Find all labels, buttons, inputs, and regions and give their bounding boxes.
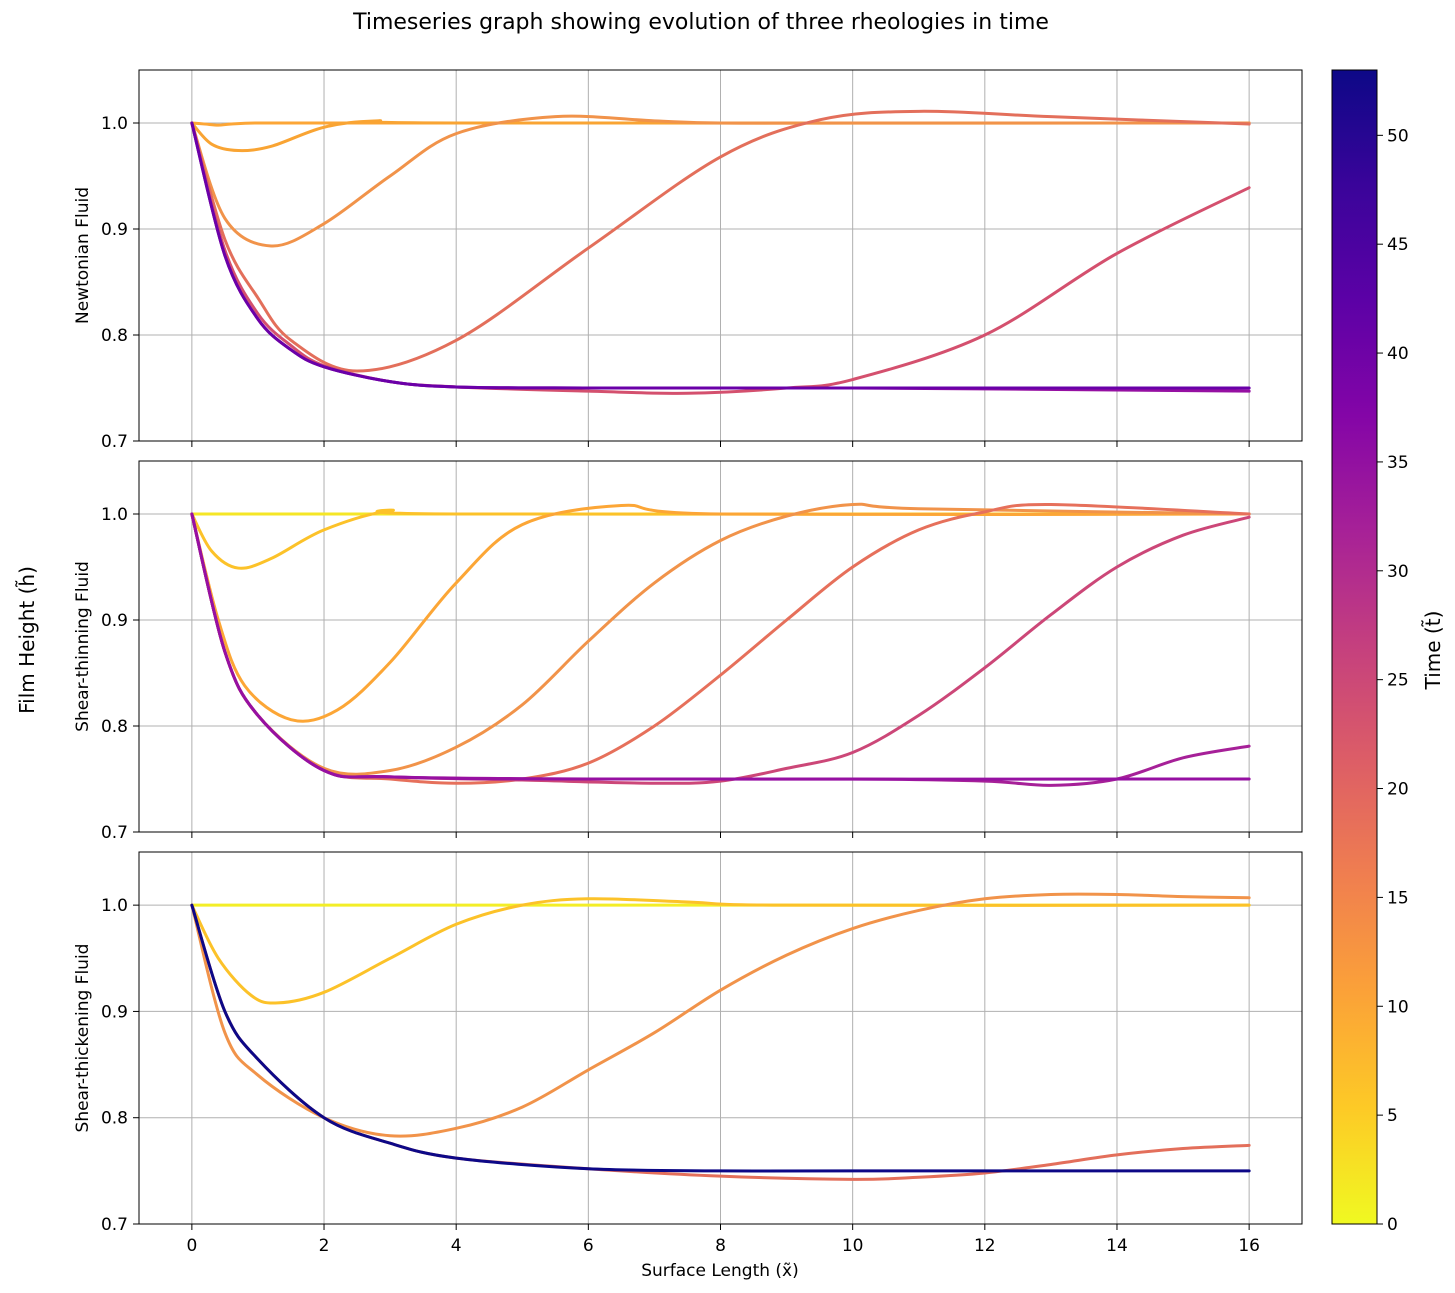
- colorbar-ticks: 0 5 10 15 20 25 30 35 40 45 50: [1377, 126, 1409, 1235]
- y-tick-label: 1.0: [101, 896, 128, 916]
- x-axis-label: Surface Length (x̃): [641, 1261, 799, 1281]
- colorbar-gradient: [1331, 69, 1378, 1225]
- y-tick-label: 0.9: [101, 220, 128, 240]
- colorbar-tick-label: 20: [1387, 780, 1409, 800]
- colorbar-label: Time (t̃): [1421, 611, 1445, 691]
- colorbar-tick-label: 25: [1387, 671, 1409, 691]
- shared-y-axis-label: Film Height (h̃): [15, 566, 39, 714]
- series-line-t9: [190, 503, 1251, 723]
- subplot-1: 0.7 0.8 0.9 1.0 Newtonian Fluid: [73, 69, 1303, 452]
- series-line-t38: [190, 512, 1251, 781]
- colorbar-tick-label: 45: [1387, 235, 1409, 255]
- x-tick-label: 12: [974, 1236, 996, 1256]
- subplot-2: 0.7 0.8 0.9 1.0 Shear-thinning Fluid: [73, 460, 1303, 843]
- series-line-t13: [190, 892, 1251, 1138]
- y-tick-label: 0.7: [101, 1215, 128, 1235]
- x-tick-label: 16: [1238, 1236, 1260, 1256]
- y-tick-label: 0.7: [101, 823, 128, 843]
- colorbar-tick-label: 5: [1387, 1106, 1398, 1126]
- x-tick-label: 14: [1106, 1236, 1128, 1256]
- panel-y-axis-label: Shear-thickening Fluid: [73, 944, 93, 1133]
- y-tick-label: 0.8: [101, 326, 128, 346]
- colorbar-tick-label: 0: [1387, 1215, 1398, 1235]
- colorbar-tick-label: 35: [1387, 453, 1409, 473]
- series-line-t6: [190, 897, 1251, 1005]
- y-tick-label: 1.0: [101, 114, 128, 134]
- y-tick-label: 0.9: [101, 1002, 128, 1022]
- colorbar-tick-label: 40: [1387, 344, 1409, 364]
- colorbar-tick-label: 30: [1387, 562, 1409, 582]
- subplots: 0.7 0.8 0.9 1.0 Newtonian Fluid 0.7 0.8 0.9 1.0 S…: [73, 69, 1303, 1256]
- series-group: [190, 109, 1251, 395]
- subplot-3: 0.7 0.8 0.9 1.0 0 2 4 6 8 10 12 14 16 Shear-thickenin…: [73, 851, 1303, 1256]
- series-line-t44: [190, 121, 1251, 390]
- x-tick-label: 0: [186, 1236, 197, 1256]
- panel-y-axis-label: Newtonian Fluid: [73, 187, 93, 324]
- y-tick-label: 0.9: [101, 611, 128, 631]
- x-tick-label: 4: [451, 1236, 462, 1256]
- y-tick-label: 0.8: [101, 1109, 128, 1129]
- x-tick-label: 8: [715, 1236, 726, 1256]
- x-tick-label: 6: [583, 1236, 594, 1256]
- y-tick-label: 0.7: [101, 432, 128, 452]
- x-tick-label: 2: [319, 1236, 330, 1256]
- panel-y-axis-label: Shear-thinning Fluid: [73, 561, 93, 732]
- series-line-t20: [190, 109, 1251, 373]
- colorbar: 0 5 10 15 20 25 30 35 40 45 50 Time (t̃): [1331, 69, 1445, 1235]
- colorbar-tick-label: 50: [1387, 126, 1409, 146]
- series-group: [190, 892, 1251, 1181]
- colorbar-tick-label: 15: [1387, 888, 1409, 908]
- series-group: [190, 502, 1251, 787]
- y-tick-label: 1.0: [101, 505, 128, 525]
- y-tick-label: 0.8: [101, 717, 128, 737]
- chart-title: Timeseries graph showing evolution of th…: [352, 10, 1049, 35]
- series-line-t14: [190, 114, 1251, 248]
- series-line-t27: [190, 121, 1251, 395]
- colorbar-tick-label: 10: [1387, 997, 1409, 1017]
- x-tick-label: 10: [842, 1236, 864, 1256]
- series-line-t53: [190, 903, 1251, 1173]
